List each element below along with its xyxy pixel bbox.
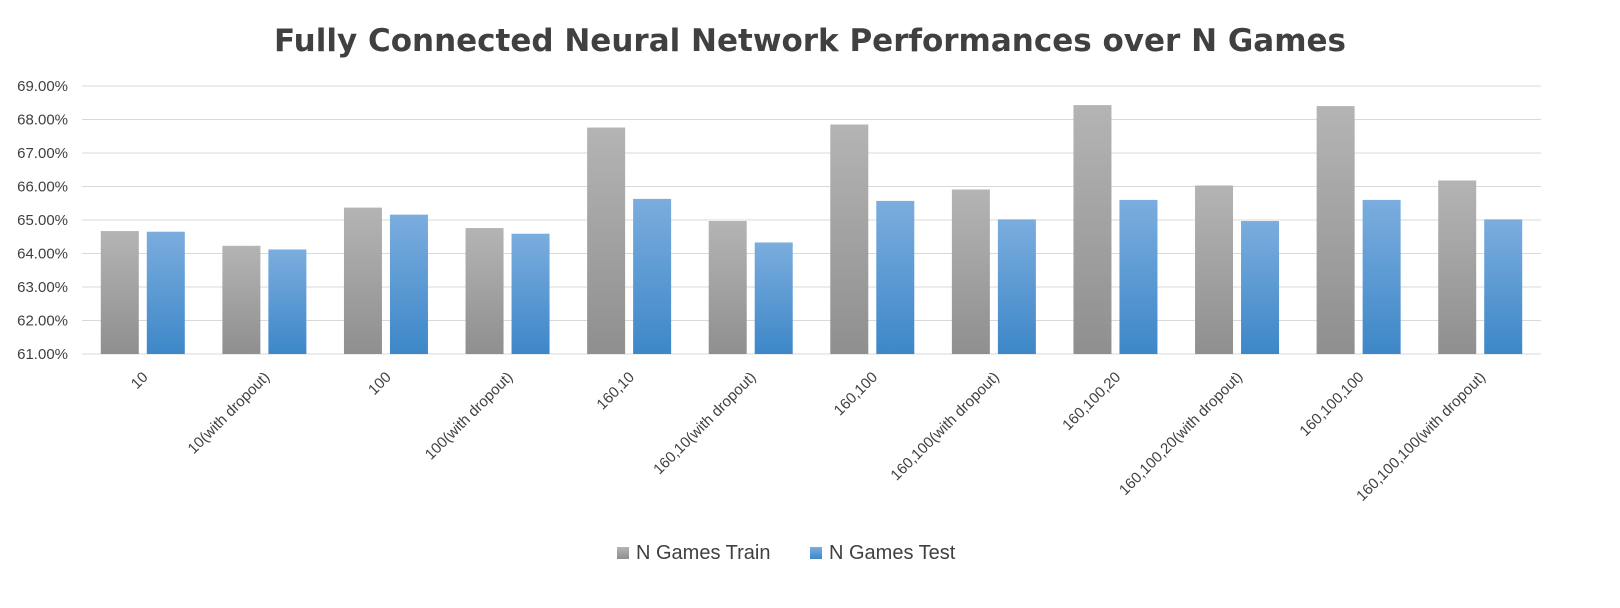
y-tick-label: 66.00%	[17, 179, 68, 196]
bar-train	[1316, 106, 1355, 354]
y-axis-ticks: 61.00% 62.00% 63.00% 64.00% 65.00% 66.00% 67.0…	[17, 78, 68, 363]
x-tick-label: 10	[128, 369, 152, 393]
legend: N Games Train N Games Test	[617, 542, 956, 564]
bar-test	[1119, 199, 1158, 354]
bar-test	[997, 219, 1036, 354]
x-tick-label: 160,10(with dropout)	[650, 369, 759, 478]
y-tick-label: 64.00%	[17, 246, 68, 263]
gridlines	[82, 85, 1541, 355]
x-tick-label: 160,100,100	[1296, 369, 1367, 440]
bar-train	[222, 245, 261, 354]
bar-test	[146, 231, 185, 354]
x-tick-label: 10(with dropout)	[185, 369, 274, 458]
x-tick-label: 160,100	[831, 369, 881, 419]
bar-test	[633, 198, 672, 354]
bar-train	[708, 221, 747, 354]
y-tick-label: 62.00%	[17, 313, 68, 330]
y-tick-label: 67.00%	[17, 145, 68, 162]
chart-title: Fully Connected Neural Network Performan…	[274, 23, 1346, 59]
y-tick-label: 65.00%	[17, 212, 68, 229]
y-tick-label: 69.00%	[17, 78, 68, 95]
legend-swatch-test	[810, 547, 822, 559]
bar-train	[587, 127, 626, 354]
bar-train	[1195, 185, 1234, 354]
bars	[100, 105, 1523, 355]
bar-test	[389, 214, 428, 354]
legend-swatch-train	[617, 547, 629, 559]
y-tick-label: 61.00%	[17, 346, 68, 363]
bar-train	[1438, 180, 1477, 354]
legend-label-test: N Games Test	[829, 542, 956, 564]
bar-test	[1241, 221, 1280, 354]
bar-test	[1484, 219, 1523, 354]
legend-label-train: N Games Train	[636, 542, 770, 564]
bar-train	[830, 124, 869, 355]
bar-train	[343, 207, 382, 354]
x-tick-label: 160,10	[593, 369, 637, 413]
bar-test	[511, 233, 550, 354]
bar-train	[100, 231, 139, 354]
bar-test	[876, 200, 915, 354]
y-tick-label: 63.00%	[17, 279, 68, 296]
bar-test	[268, 249, 307, 354]
x-axis-ticks: 10 10(with dropout) 100 100(with dropout) 16…	[128, 369, 1489, 505]
x-tick-label: 160,100(with dropout)	[887, 369, 1002, 484]
bar-train	[1073, 105, 1112, 354]
x-tick-label: 100(with dropout)	[422, 369, 517, 464]
bar-train	[951, 189, 990, 354]
x-tick-label: 100	[365, 369, 395, 399]
bar-train	[465, 228, 504, 354]
y-tick-label: 68.00%	[17, 112, 68, 129]
bar-test	[1362, 199, 1401, 354]
bar-test	[754, 242, 793, 354]
x-tick-label: 160,100,20	[1059, 369, 1124, 434]
x-tick-label: 160,100,100(with dropout)	[1353, 369, 1489, 505]
x-tick-label: 160,100,20(with dropout)	[1116, 369, 1246, 499]
